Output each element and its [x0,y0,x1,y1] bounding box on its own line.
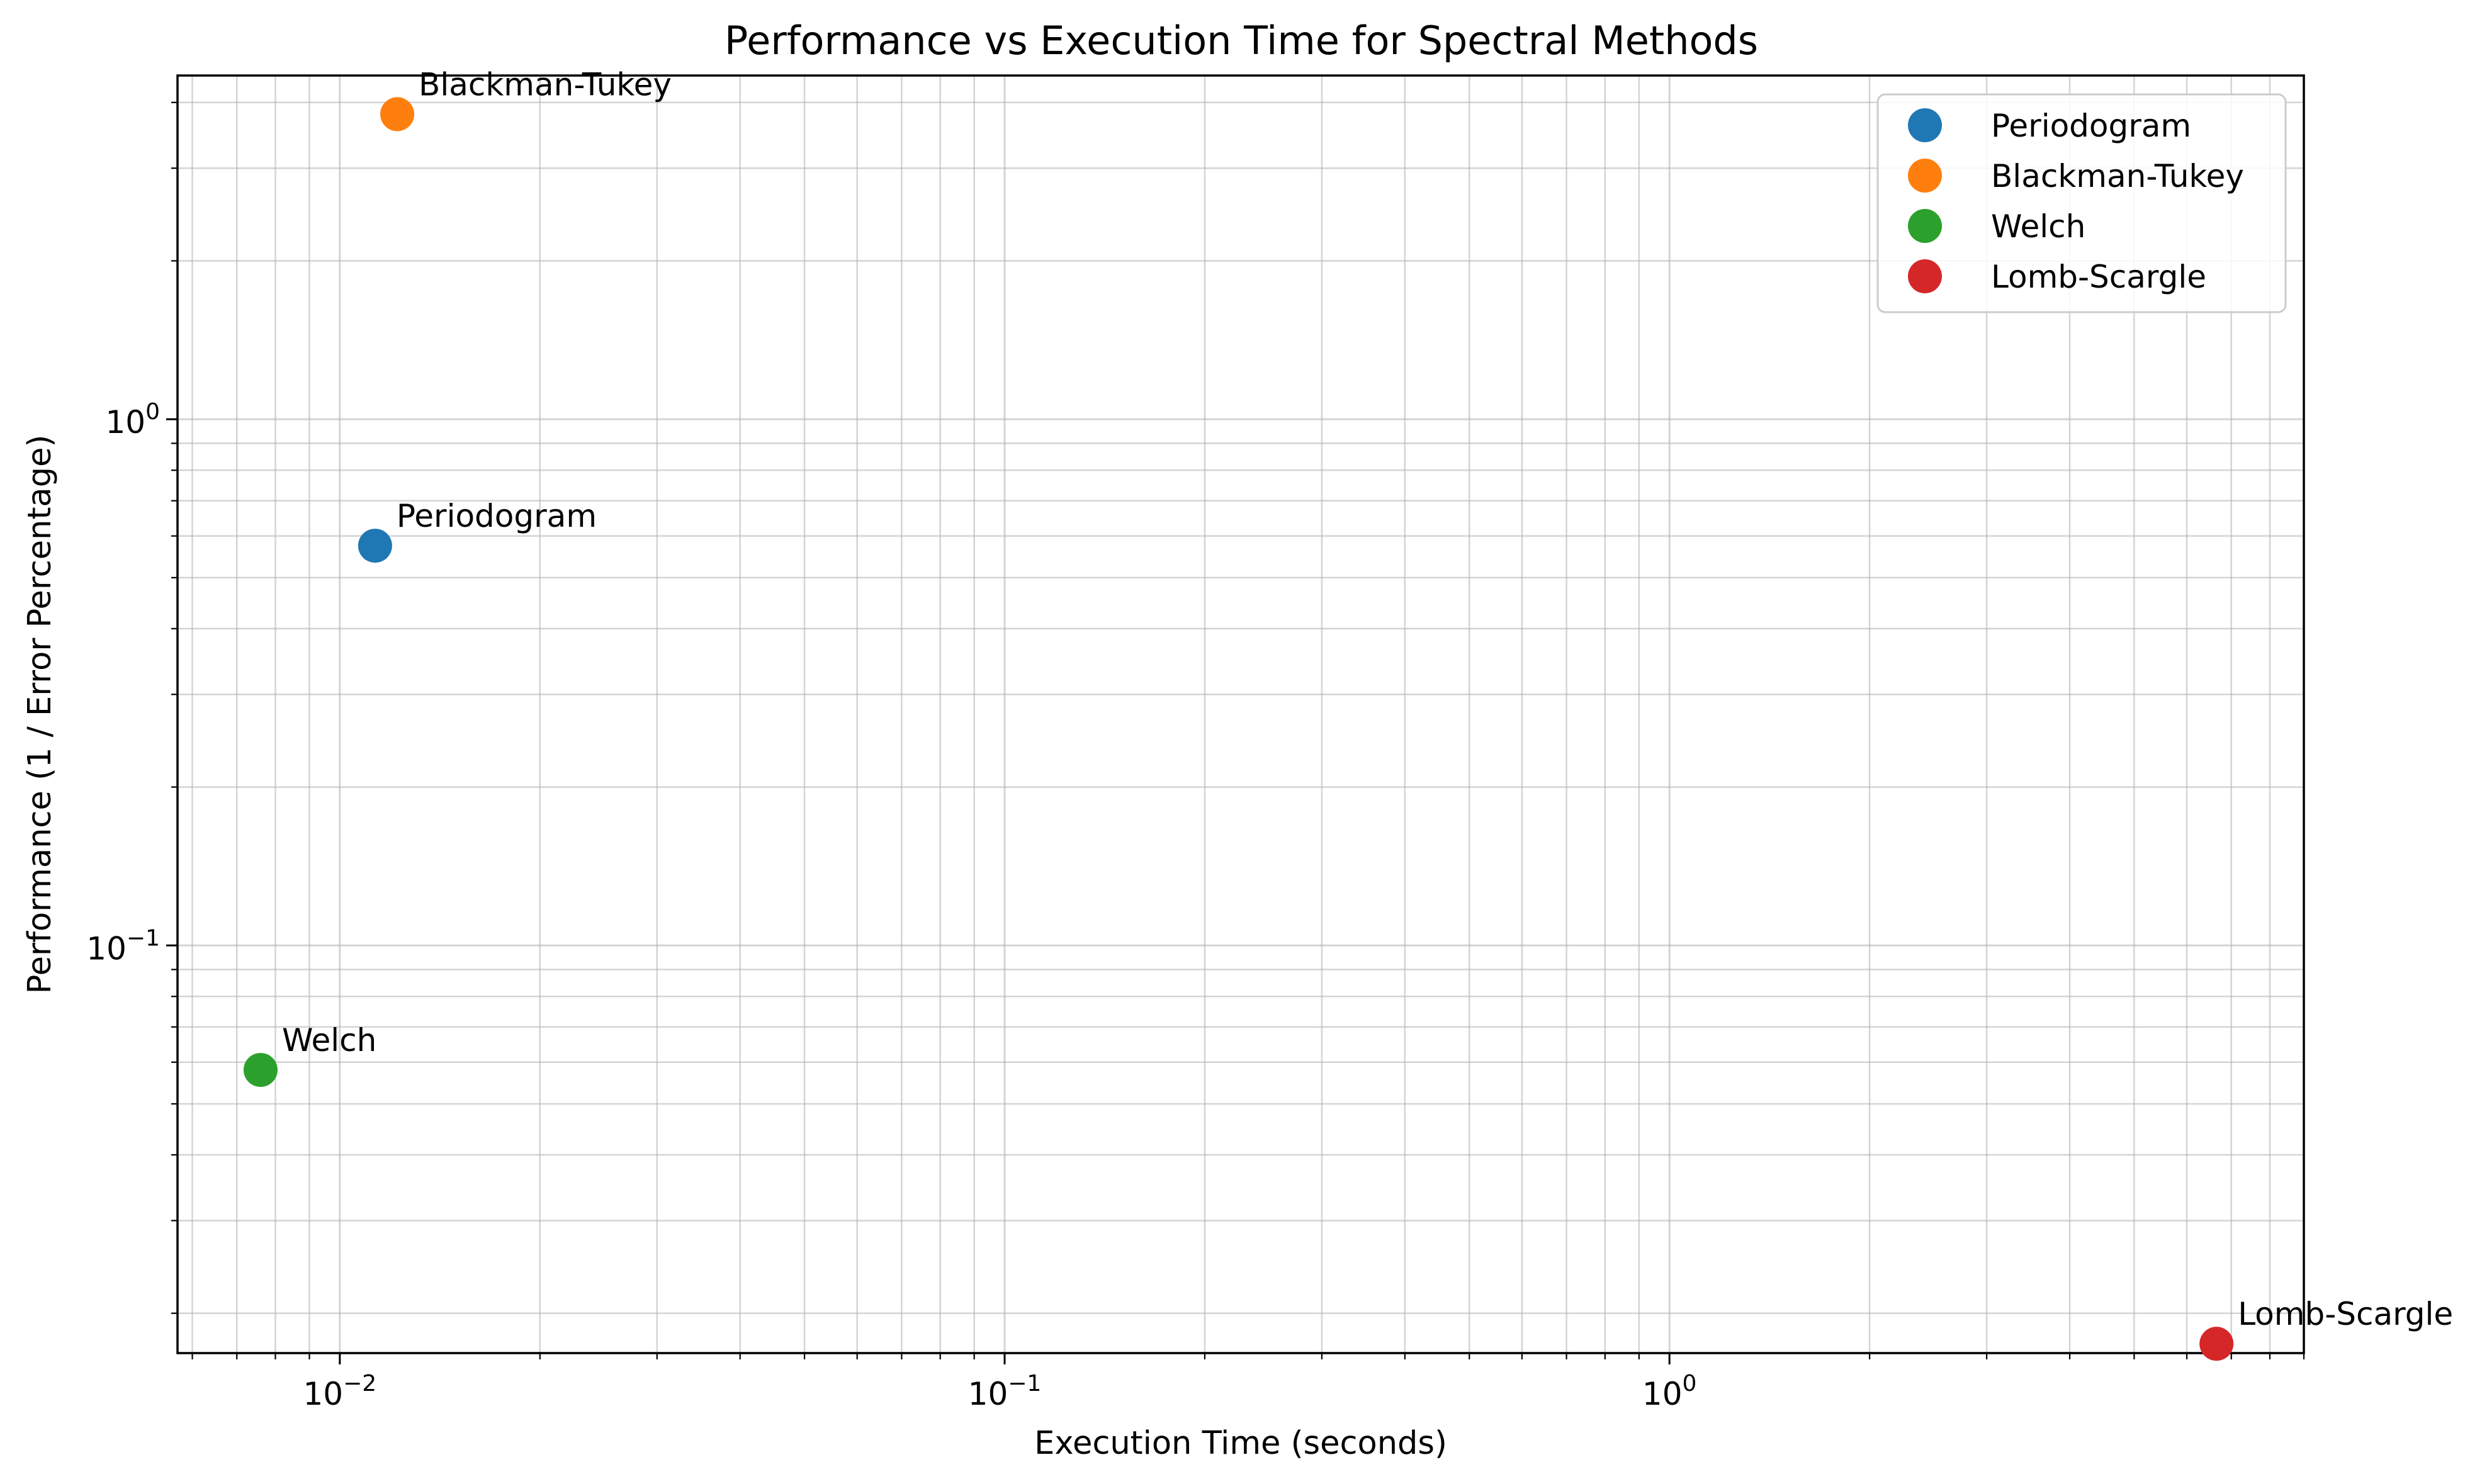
legend-entries: Periodogram Blackman-Tukey Welch Lomb-Scarg… [1908,108,2244,295]
legend-marker-periodogram [1908,108,1942,142]
x-tick-label: 10−1 [968,1371,1042,1412]
x-axis-label: Execution Time (seconds) [1034,1425,1447,1462]
data-point-lomb-scargle [2199,1327,2234,1361]
data-points [243,97,2234,1361]
legend-label-blackman-tukey: Blackman-Tukey [1991,158,2244,194]
legend-label-lomb-scargle: Lomb-Scargle [1991,259,2206,295]
y-tick-label: 100 [105,399,160,441]
legend: Periodogram Blackman-Tukey Welch Lomb-Scarg… [1876,93,2287,313]
point-label-periodogram: Periodogram [397,498,597,534]
x-tick-label: 10−2 [303,1371,376,1412]
grid [178,76,2305,1353]
data-point-welch [243,1053,278,1088]
point-label-welch: Welch [282,1022,376,1059]
legend-label-periodogram: Periodogram [1991,108,2191,144]
legend-marker-welch [1908,209,1942,243]
point-annotations: Periodogram Blackman-Tukey Welch Lomb-Scarg… [282,66,2453,1332]
y-tick-label: 10−1 [86,925,160,967]
legend-box [1876,93,2287,313]
tick-labels: 10−2 10−1 100 10−1 100 [86,399,1696,1412]
data-point-periodogram [358,529,392,563]
plot-frame [176,74,2305,1354]
y-axis-label: Performance (1 / Error Percentage) [21,435,59,994]
chart-title: Performance vs Execution Time for Spectr… [725,18,1758,64]
point-label-lomb-scargle: Lomb-Scargle [2238,1296,2453,1332]
data-point-blackman-tukey [380,97,415,132]
x-tick-label: 100 [1642,1371,1697,1412]
legend-marker-lomb-scargle [1908,259,1942,293]
legend-label-welch: Welch [1991,208,2085,245]
point-label-blackman-tukey: Blackman-Tukey [419,66,672,103]
legend-marker-blackman-tukey [1908,159,1942,193]
